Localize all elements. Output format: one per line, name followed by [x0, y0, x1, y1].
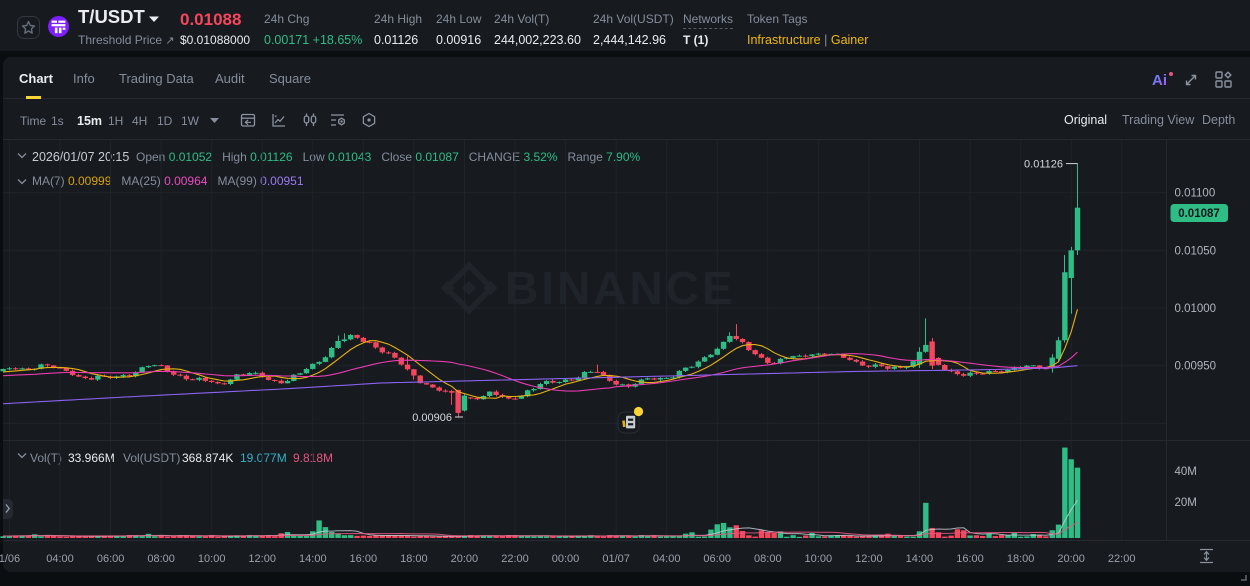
- svg-text:12:00: 12:00: [855, 553, 883, 565]
- svg-text:40M: 40M: [1175, 466, 1197, 478]
- svg-text:18:00: 18:00: [1007, 553, 1035, 565]
- svg-text:22:00: 22:00: [1108, 553, 1136, 565]
- svg-text:0.01126: 0.01126: [1024, 159, 1063, 171]
- svg-text:10:00: 10:00: [805, 553, 833, 565]
- svg-text:06:00: 06:00: [97, 553, 125, 565]
- svg-text:10:00: 10:00: [198, 553, 226, 565]
- svg-text:22:00: 22:00: [501, 553, 529, 565]
- svg-text:12:00: 12:00: [248, 553, 276, 565]
- svg-text:04:00: 04:00: [46, 553, 74, 565]
- svg-text:20M: 20M: [1175, 497, 1197, 509]
- svg-text:BINANCE: BINANCE: [505, 262, 736, 314]
- svg-text:08:00: 08:00: [147, 553, 175, 565]
- svg-text:1/06: 1/06: [0, 553, 20, 565]
- svg-text:01/07: 01/07: [602, 553, 630, 565]
- svg-text:0.01087: 0.01087: [1178, 208, 1220, 220]
- svg-text:0.01100: 0.01100: [1175, 188, 1216, 200]
- svg-text:00:00: 00:00: [552, 553, 580, 565]
- svg-text:06:00: 06:00: [703, 553, 731, 565]
- svg-text:04:00: 04:00: [653, 553, 681, 565]
- svg-text:14:00: 14:00: [906, 553, 934, 565]
- svg-text:16:00: 16:00: [350, 553, 378, 565]
- svg-text:0.00950: 0.00950: [1175, 361, 1217, 373]
- svg-text:08:00: 08:00: [754, 553, 782, 565]
- svg-text:0.01050: 0.01050: [1175, 245, 1217, 257]
- svg-text:14:00: 14:00: [299, 553, 327, 565]
- svg-text:0.00906: 0.00906: [412, 412, 452, 424]
- svg-text:20:00: 20:00: [1057, 553, 1085, 565]
- svg-text:Ai: Ai: [1152, 72, 1167, 89]
- svg-text:16:00: 16:00: [956, 553, 984, 565]
- svg-text:20:00: 20:00: [451, 553, 479, 565]
- svg-text:18:00: 18:00: [400, 553, 428, 565]
- svg-text:0.01000: 0.01000: [1175, 303, 1217, 315]
